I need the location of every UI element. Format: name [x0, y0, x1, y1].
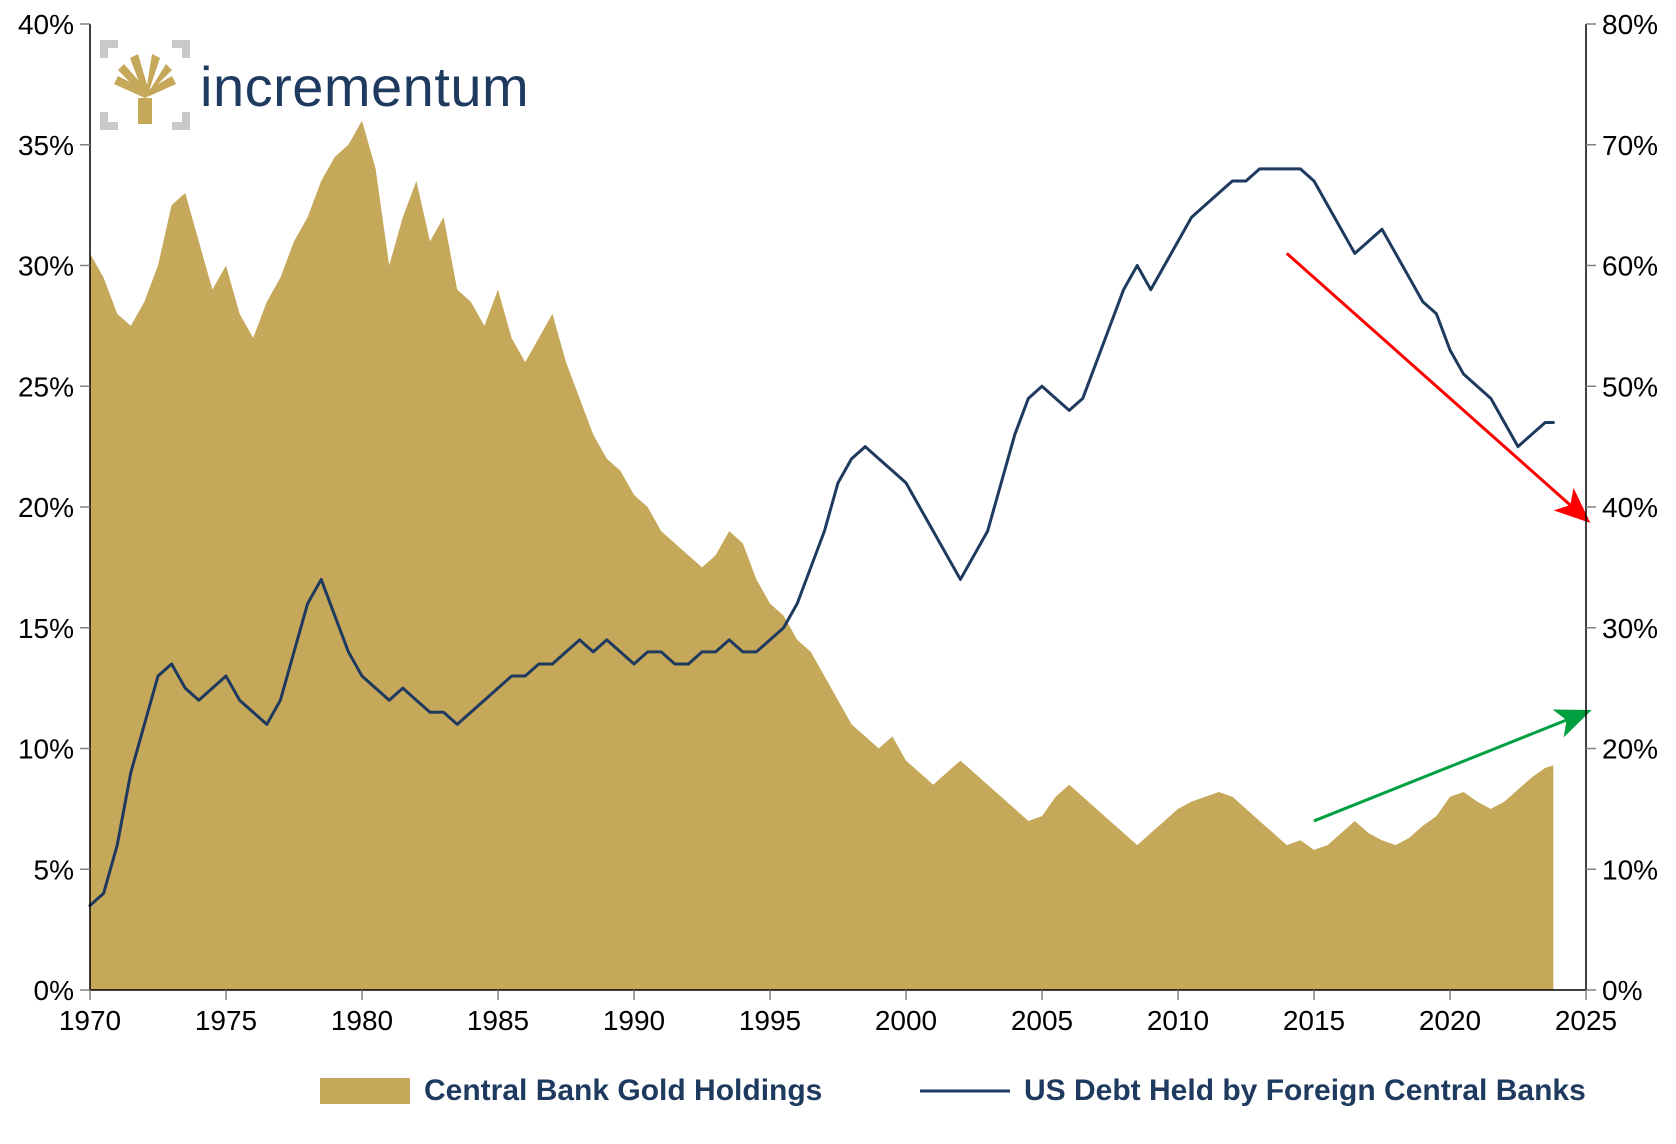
chart-svg: 0% 5% 10% 15% 20% 25% 30% 35% 40% 0% 10% 20% 30% 40% 5…: [0, 0, 1676, 1144]
x-tick-label: 1985: [467, 1005, 529, 1036]
y-right-tick-label: 50%: [1602, 371, 1658, 402]
y-left-tick-label: 10%: [18, 734, 74, 765]
chart-container: 0% 5% 10% 15% 20% 25% 30% 35% 40% 0% 10% 20% 30% 40% 5…: [0, 0, 1676, 1144]
y-left-tick-label: 40%: [18, 9, 74, 40]
x-tick-label: 2020: [1419, 1005, 1481, 1036]
y-left-tick-label: 0%: [34, 975, 74, 1006]
area-series: [90, 121, 1553, 990]
y-right-tick-label: 10%: [1602, 854, 1658, 885]
x-tick-label: 1995: [739, 1005, 801, 1036]
y-right-tick-label: 80%: [1602, 9, 1658, 40]
brand-name: incrementum: [200, 55, 529, 118]
y-right-tick-label: 0%: [1602, 975, 1642, 1006]
y-left-tick-label: 15%: [18, 613, 74, 644]
red-down-arrow: [1287, 253, 1586, 519]
y-right-tick-label: 60%: [1602, 251, 1658, 282]
y-left-tick-label: 5%: [34, 854, 74, 885]
y-right-tick-label: 70%: [1602, 130, 1658, 161]
y-left-tick-label: 35%: [18, 130, 74, 161]
x-tick-label: 2000: [875, 1005, 937, 1036]
brand-logo: [100, 40, 190, 130]
x-tick-label: 2025: [1555, 1005, 1617, 1036]
y-right-tick-label: 40%: [1602, 492, 1658, 523]
y-right-tick-label: 20%: [1602, 734, 1658, 765]
y-left-tick-label: 25%: [18, 371, 74, 402]
legend-label: Central Bank Gold Holdings: [424, 1074, 822, 1107]
x-tick-label: 1990: [603, 1005, 665, 1036]
legend-swatch: [320, 1078, 410, 1104]
y-left-tick-label: 30%: [18, 251, 74, 282]
x-tick-label: 2010: [1147, 1005, 1209, 1036]
y-left-tick-label: 20%: [18, 492, 74, 523]
x-tick-label: 2015: [1283, 1005, 1345, 1036]
x-tick-label: 1980: [331, 1005, 393, 1036]
legend-label: US Debt Held by Foreign Central Banks: [1024, 1074, 1586, 1107]
x-tick-label: 1970: [59, 1005, 121, 1036]
x-tick-label: 2005: [1011, 1005, 1073, 1036]
y-right-tick-label: 30%: [1602, 613, 1658, 644]
x-tick-label: 1975: [195, 1005, 257, 1036]
